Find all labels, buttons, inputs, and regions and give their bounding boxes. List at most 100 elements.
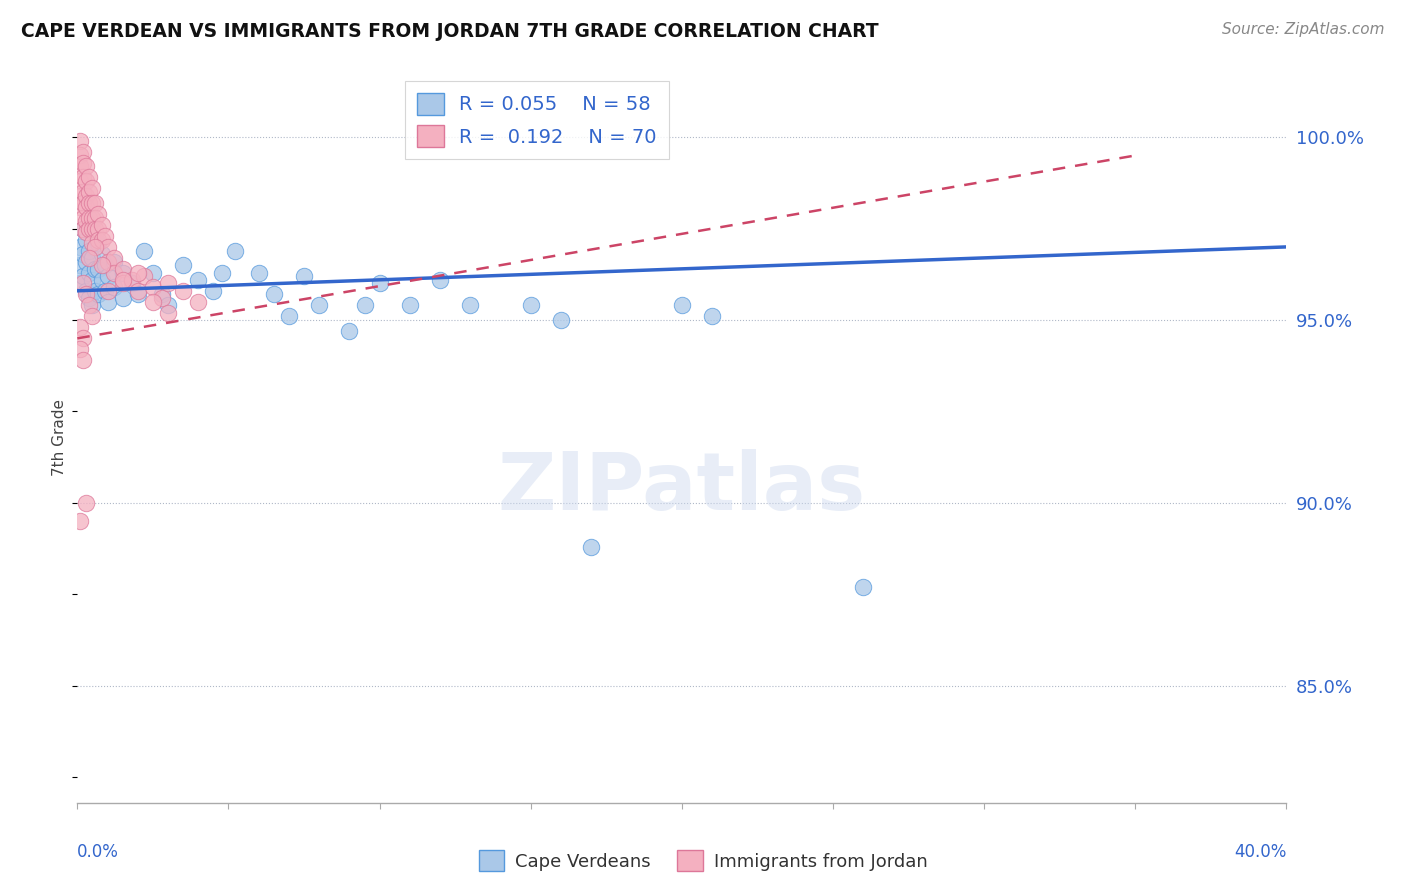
Legend: Cape Verdeans, Immigrants from Jordan: Cape Verdeans, Immigrants from Jordan <box>471 843 935 879</box>
Point <box>247 266 270 280</box>
Point <box>82 273 104 287</box>
Point <box>90 218 112 232</box>
Point <box>90 247 112 261</box>
Point <box>90 233 112 247</box>
Point <box>93 284 115 298</box>
Point <box>157 277 180 291</box>
Point <box>72 353 94 368</box>
Point <box>93 258 115 272</box>
Point <box>69 240 91 254</box>
Point <box>429 273 451 287</box>
Point <box>581 540 603 554</box>
Point <box>82 236 104 251</box>
Point <box>127 266 149 280</box>
Point <box>69 343 91 357</box>
Text: 0.0%: 0.0% <box>77 843 120 861</box>
Point <box>75 287 97 301</box>
Point <box>458 298 481 312</box>
Point <box>103 266 125 280</box>
Point <box>202 284 225 298</box>
Y-axis label: 7th Grade: 7th Grade <box>52 399 67 475</box>
Point <box>702 310 724 324</box>
Point <box>84 211 107 225</box>
Point <box>72 269 94 284</box>
Point <box>671 298 693 312</box>
Point <box>224 244 246 258</box>
Point <box>72 196 94 211</box>
Point <box>111 261 134 276</box>
Point <box>79 170 101 185</box>
Point <box>87 287 110 301</box>
Point <box>72 331 94 345</box>
Point <box>84 261 107 276</box>
Point <box>292 269 315 284</box>
Point <box>72 185 94 199</box>
Point <box>69 188 91 202</box>
Point <box>111 273 134 287</box>
Point <box>69 148 91 162</box>
Point <box>308 298 330 312</box>
Point <box>142 294 165 309</box>
Point <box>75 254 97 268</box>
Point <box>79 291 101 305</box>
Text: ZIPatlas: ZIPatlas <box>498 450 866 527</box>
Point <box>132 269 155 284</box>
Point <box>79 298 101 312</box>
Point <box>127 284 149 298</box>
Point <box>72 221 94 235</box>
Point <box>75 174 97 188</box>
Point <box>852 580 875 594</box>
Point <box>278 310 301 324</box>
Point <box>69 174 91 188</box>
Point <box>84 284 107 298</box>
Point <box>87 221 110 235</box>
Point <box>72 277 94 291</box>
Point <box>72 247 94 261</box>
Point <box>82 181 104 195</box>
Point <box>72 145 94 159</box>
Point <box>75 284 97 298</box>
Point <box>93 229 115 244</box>
Point <box>79 244 101 258</box>
Point <box>75 200 97 214</box>
Point <box>172 258 194 272</box>
Point <box>90 273 112 287</box>
Point <box>75 214 97 228</box>
Point <box>211 266 233 280</box>
Point <box>142 280 165 294</box>
Point <box>72 170 94 185</box>
Point <box>69 134 91 148</box>
Point <box>111 266 134 280</box>
Point <box>103 254 125 268</box>
Point <box>121 273 143 287</box>
Point <box>87 233 110 247</box>
Point <box>121 277 143 291</box>
Point <box>84 196 107 211</box>
Point <box>157 306 180 320</box>
Point <box>69 200 91 214</box>
Point <box>96 240 118 254</box>
Point <box>111 291 134 305</box>
Point <box>172 284 194 298</box>
Point <box>187 294 209 309</box>
Point <box>132 244 155 258</box>
Point <box>82 211 104 225</box>
Point <box>82 298 104 312</box>
Point <box>87 207 110 221</box>
Point <box>550 313 572 327</box>
Point <box>75 496 97 510</box>
Text: 40.0%: 40.0% <box>1234 843 1286 861</box>
Point <box>96 294 118 309</box>
Point <box>69 514 91 528</box>
Point <box>150 287 173 301</box>
Point <box>103 251 125 265</box>
Point <box>187 273 209 287</box>
Point <box>79 251 101 265</box>
Point <box>84 240 107 254</box>
Point <box>69 320 91 334</box>
Point <box>90 258 112 272</box>
Point <box>69 160 91 174</box>
Point <box>111 277 134 291</box>
Point <box>79 266 101 280</box>
Text: CAPE VERDEAN VS IMMIGRANTS FROM JORDAN 7TH GRADE CORRELATION CHART: CAPE VERDEAN VS IMMIGRANTS FROM JORDAN 7… <box>21 22 879 41</box>
